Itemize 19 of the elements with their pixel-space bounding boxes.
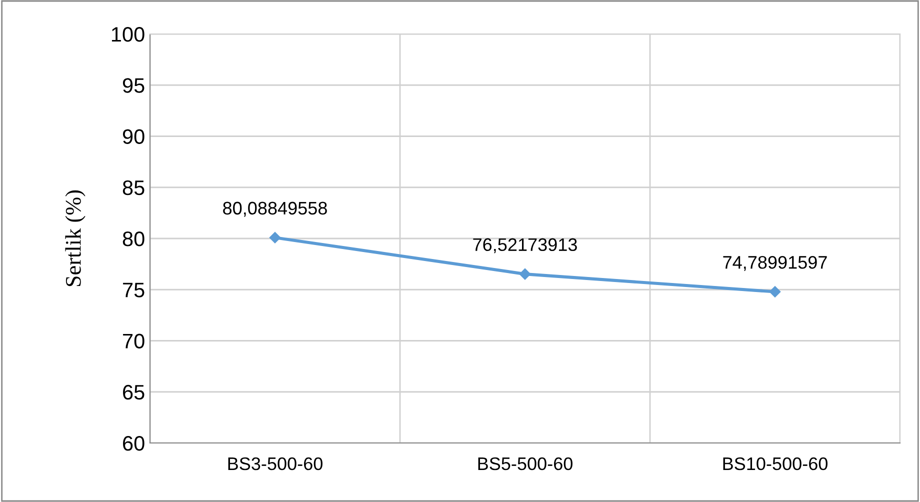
y-tick-label: 90: [122, 129, 144, 144]
point: [519, 268, 531, 280]
y-tick-label: 80: [122, 232, 144, 246]
data-label: 76,52173913: [473, 238, 577, 254]
y-tick-label: 65: [123, 384, 144, 400]
y-tick-label: 60: [123, 436, 144, 451]
y-tick-label: 75: [123, 282, 144, 298]
y-tick-label: 70: [123, 334, 144, 349]
x-tick-label: BS5-500-60: [478, 457, 572, 470]
y-tick-label: 85: [122, 180, 144, 196]
point: [769, 286, 781, 298]
x-tick-label: BS10-500-60: [723, 457, 828, 470]
x-tick-label: BS3-500-60: [228, 457, 322, 470]
data-label: 80,08849558: [223, 202, 327, 217]
data-label: 74,78991597: [723, 256, 827, 271]
y-tick-label: 95: [122, 78, 144, 93]
point: [269, 232, 281, 244]
y-axis-title: Sertlik (%): [65, 190, 86, 286]
y-tick-label: 100: [112, 27, 144, 42]
